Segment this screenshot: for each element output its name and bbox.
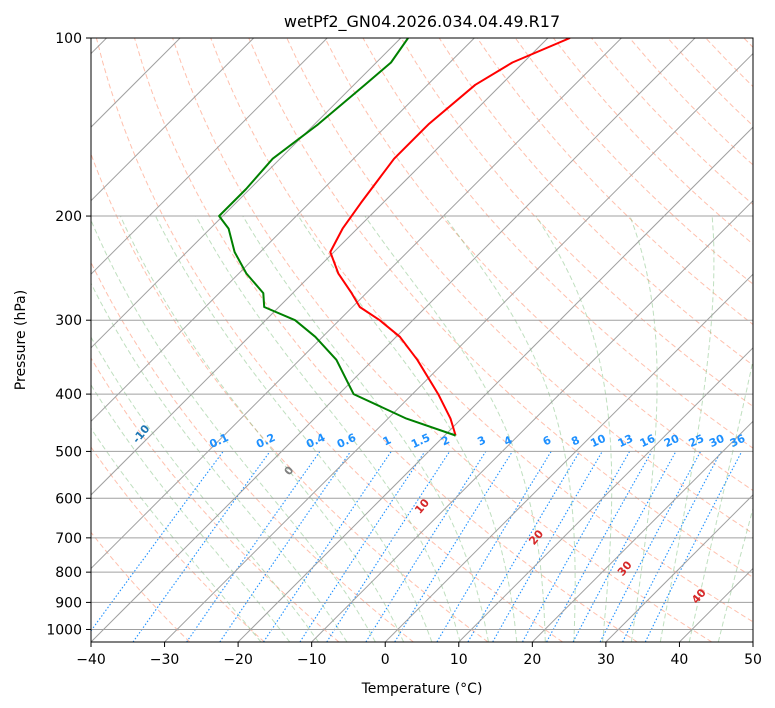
x-tick-label: 0 (381, 652, 390, 668)
isotherm-line (91, 38, 475, 423)
mixing-ratio-line (91, 451, 224, 632)
plot-frame (90, 37, 754, 643)
mixing-ratio-label: 10 (588, 432, 608, 450)
isotherm-line (605, 494, 753, 642)
mixing-ratio-line (299, 451, 426, 642)
y-tick-label: 100 (55, 31, 82, 47)
isotherm-line (91, 38, 255, 202)
moist-adiabat-line (119, 215, 405, 642)
dry-adiabat-line (438, 38, 753, 366)
moist-adiabat-line (688, 358, 753, 642)
plot-area: -100-90-80-70-60-50-40-30-20-100.10.20.4… (91, 38, 753, 642)
isotherm-line (531, 420, 753, 642)
y-axis-label: Pressure (hPa) (13, 290, 29, 390)
dry-adiabat-line (134, 38, 638, 642)
moist-adiabat-line (195, 215, 461, 642)
x-tick-label: 10 (450, 652, 468, 668)
dry-adiabat-line (91, 446, 265, 642)
y-tick-label: 700 (55, 531, 82, 547)
dry-adiabat-line (514, 38, 753, 285)
moist-adiabat-line (629, 215, 658, 642)
isotherm-line (91, 38, 328, 275)
dry-adiabat-line (248, 38, 753, 578)
isotherm-line (311, 199, 753, 642)
mixing-ratio-line (394, 451, 513, 642)
mixing-ratio-line (186, 451, 321, 642)
isotherm-line (164, 52, 753, 642)
y-tick-label: 600 (55, 491, 82, 507)
isotherm-line (91, 38, 696, 642)
isotherm-line (237, 126, 753, 642)
isotherm-line (91, 38, 549, 496)
x-tick-label: −10 (297, 652, 327, 668)
dry-adiabat-line (400, 38, 753, 408)
moist-adiabat-line (535, 215, 613, 642)
mixing-ratio-label: 13 (616, 432, 635, 450)
mixing-ratio-label: 16 (638, 432, 658, 450)
y-tick-label: 1000 (46, 622, 82, 638)
mixing-ratio-label: 36 (728, 432, 748, 450)
dry-adiabat-line (172, 38, 713, 642)
mixing-ratio-line (132, 451, 271, 642)
temperature-profile-line (329, 38, 571, 436)
chart-title: wetPf2_GN04.2026.034.04.49.R17 (284, 12, 560, 32)
moist-adiabat-line (91, 336, 319, 642)
y-tick-label: 300 (55, 313, 82, 329)
y-tick-label: 400 (55, 387, 82, 403)
dry-adiabat-line (210, 38, 753, 623)
mixing-ratio-line (219, 451, 352, 642)
mixing-ratio-label: 25 (687, 432, 706, 450)
dewpoint-profile-line (218, 38, 456, 437)
mixing-ratio-line (622, 451, 722, 642)
mixing-ratio-line (263, 451, 392, 642)
x-tick-label: 20 (523, 652, 541, 668)
x-tick-label: 40 (671, 652, 689, 668)
moist-adiabat-line (155, 215, 433, 642)
mixing-ratio-line (436, 451, 552, 642)
dry-adiabat-line (95, 38, 563, 642)
y-tick-label: 900 (55, 595, 82, 611)
moist-adiabat-line (443, 215, 576, 642)
x-tick-label: 50 (744, 652, 762, 668)
y-tick-label: 500 (55, 444, 82, 460)
dry-adiabat-line (324, 38, 753, 492)
mixing-ratio-line (326, 451, 451, 642)
mixing-ratio-line (572, 451, 677, 642)
y-tick-label: 800 (55, 565, 82, 581)
x-tick-label: −30 (150, 652, 180, 668)
mixing-ratio-label: 20 (662, 432, 682, 450)
isotherm-line (458, 347, 753, 642)
mixing-ratio-line (546, 451, 653, 642)
moist-adiabat-line (91, 218, 376, 642)
mixing-ratio-line (522, 451, 631, 642)
moist-adiabat-line (91, 427, 262, 642)
x-tick-label: 30 (597, 652, 615, 668)
mixing-ratio-line (599, 451, 702, 642)
isotherm-line (384, 273, 753, 642)
x-tick-label: −20 (223, 652, 253, 668)
dry-adiabat-line (91, 357, 340, 642)
x-tick-label: −40 (76, 652, 106, 668)
y-tick-label: 200 (55, 209, 82, 225)
x-axis: −40 −30 −20 −10 0 10 20 30 40 50 (76, 642, 762, 668)
mixing-ratio-line (365, 451, 487, 642)
moist-adiabat-line (297, 215, 518, 642)
dry-adiabat-line (91, 531, 191, 642)
x-axis-label: Temperature (°C) (361, 681, 483, 697)
dry-adiabat-line (91, 152, 489, 642)
moist-adiabat-line (91, 282, 348, 642)
moist-adiabat-line (242, 215, 489, 642)
moist-adiabat-line (717, 506, 753, 642)
mixing-ratio-label: 30 (707, 432, 727, 450)
moist-adiabat-line (364, 215, 546, 642)
moist-adiabat-line (91, 383, 291, 642)
y-axis: 100 200 300 400 500 600 700 800 900 1000 (46, 31, 91, 638)
mixing-ratio-line (644, 451, 743, 642)
